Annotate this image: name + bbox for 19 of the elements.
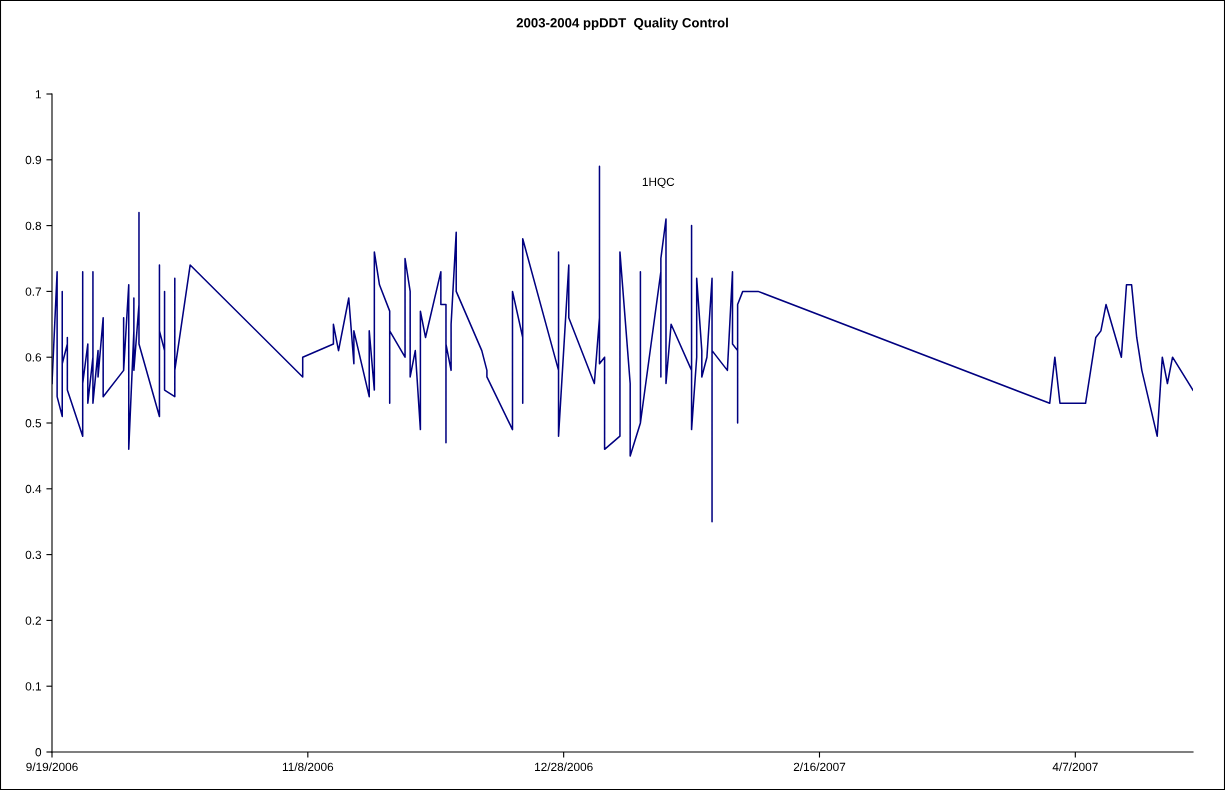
x-tick-label: 12/28/2006	[535, 762, 593, 772]
y-tick-label: 0.8	[25, 221, 42, 230]
line-series	[52, 165, 1193, 523]
annotation: 1HQC	[642, 177, 675, 189]
y-tick-label: 0.4	[25, 484, 42, 494]
x-tick-label: 11/8/2006	[282, 762, 334, 772]
y-tick-label: 0.5	[25, 419, 42, 428]
y-tick-label: 0.1	[25, 682, 42, 691]
x-tick-label: 2/16/2007	[793, 762, 846, 772]
y-tick-label: 0.6	[25, 353, 42, 362]
y-tick-label: 0	[35, 748, 42, 757]
y-tick-label: 0.7	[25, 287, 41, 296]
x-tick-label: 4/7/2007	[1052, 762, 1098, 772]
y-tick-label: 0.9	[25, 155, 42, 165]
y-tick-label: 0.3	[25, 550, 42, 559]
y-tick-label: 1	[35, 90, 42, 99]
chart-title: 2003-2004 ppDDT Quality Control	[516, 17, 728, 31]
x-tick-label: 9/19/2006	[26, 762, 78, 772]
y-tick-label: 0.2	[25, 616, 41, 625]
